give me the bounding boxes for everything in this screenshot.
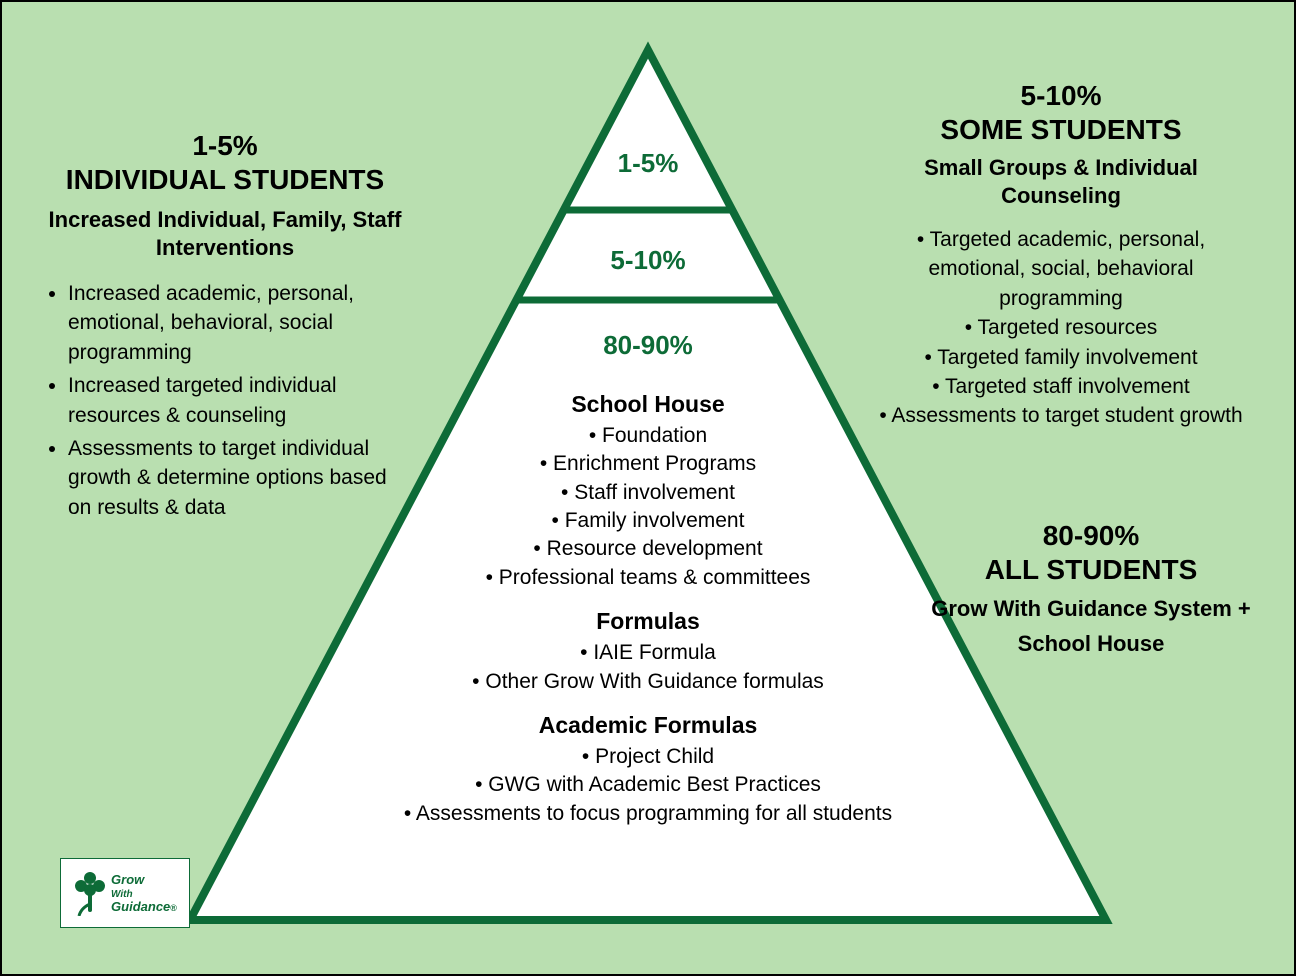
base-section: Formulas IAIE Formula Other Grow With Gu… bbox=[328, 606, 968, 696]
logo-box: Grow With Guidance® bbox=[60, 858, 190, 928]
base-section: Academic Formulas Project Child GWG with… bbox=[328, 710, 968, 828]
list-item: Enrichment Programs bbox=[328, 450, 968, 478]
list-item: Family involvement bbox=[328, 507, 968, 535]
list-item: Assessments to focus programming for all… bbox=[328, 800, 968, 828]
right-bottom-subtitle-1: Grow With Guidance System + bbox=[926, 594, 1256, 625]
right-top-bullets: Targeted academic, personal, emotional, … bbox=[866, 225, 1256, 431]
logo-text: Grow With Guidance® bbox=[111, 873, 177, 913]
right-top-title: SOME STUDENTS bbox=[866, 114, 1256, 146]
clover-icon bbox=[73, 870, 107, 916]
section-list: IAIE Formula Other Grow With Guidance fo… bbox=[328, 639, 968, 696]
left-subtitle: Increased Individual, Family, Staff Inte… bbox=[40, 206, 410, 261]
logo-line-3: Guidance bbox=[111, 899, 170, 914]
list-item: Increased academic, personal, emotional,… bbox=[68, 279, 410, 367]
list-item: Staff involvement bbox=[328, 479, 968, 507]
left-title: INDIVIDUAL STUDENTS bbox=[40, 164, 410, 196]
right-bottom-pct: 80-90% bbox=[926, 520, 1256, 552]
tier-1-label: 1-5% bbox=[548, 148, 748, 179]
left-panel: 1-5% INDIVIDUAL STUDENTS Increased Indiv… bbox=[40, 130, 410, 526]
list-item: Targeted family involvement bbox=[866, 343, 1256, 372]
pyramid-base-content: School House Foundation Enrichment Progr… bbox=[328, 375, 968, 828]
logo-trademark: ® bbox=[170, 903, 177, 913]
right-bottom-title: ALL STUDENTS bbox=[926, 554, 1256, 586]
list-item: Targeted academic, personal, emotional, … bbox=[866, 225, 1256, 313]
list-item: Targeted resources bbox=[866, 313, 1256, 342]
list-item: Targeted staff involvement bbox=[866, 372, 1256, 401]
list-item: Project Child bbox=[328, 743, 968, 771]
section-title: Academic Formulas bbox=[328, 710, 968, 741]
right-top-panel: 5-10% SOME STUDENTS Small Groups & Indiv… bbox=[866, 80, 1256, 431]
list-item: GWG with Academic Best Practices bbox=[328, 771, 968, 799]
right-top-pct: 5-10% bbox=[866, 80, 1256, 112]
section-list: Project Child GWG with Academic Best Pra… bbox=[328, 743, 968, 828]
right-bottom-panel: 80-90% ALL STUDENTS Grow With Guidance S… bbox=[926, 520, 1256, 660]
left-bullets: Increased academic, personal, emotional,… bbox=[40, 279, 410, 522]
list-item: Increased targeted individual resources … bbox=[68, 371, 410, 430]
list-item: Resource development bbox=[328, 535, 968, 563]
logo-line-1: Grow bbox=[111, 872, 144, 887]
list-item: IAIE Formula bbox=[328, 639, 968, 667]
infographic-canvas: 1-5% 5-10% 80-90% School House Foundatio… bbox=[20, 20, 1276, 956]
tier-3-label: 80-90% bbox=[548, 330, 748, 361]
list-item: Assessments to target individual growth … bbox=[68, 434, 410, 522]
section-title: Formulas bbox=[328, 606, 968, 637]
right-top-subtitle: Small Groups & Individual Counseling bbox=[866, 154, 1256, 209]
section-list: Foundation Enrichment Programs Staff inv… bbox=[328, 422, 968, 592]
list-item: Assessments to target student growth bbox=[866, 401, 1256, 430]
list-item: Professional teams & committees bbox=[328, 564, 968, 592]
left-pct: 1-5% bbox=[40, 130, 410, 162]
right-bottom-subtitle-2: School House bbox=[926, 629, 1256, 660]
list-item: Other Grow With Guidance formulas bbox=[328, 668, 968, 696]
tier-2-label: 5-10% bbox=[548, 245, 748, 276]
infographic-frame: 1-5% 5-10% 80-90% School House Foundatio… bbox=[0, 0, 1296, 976]
